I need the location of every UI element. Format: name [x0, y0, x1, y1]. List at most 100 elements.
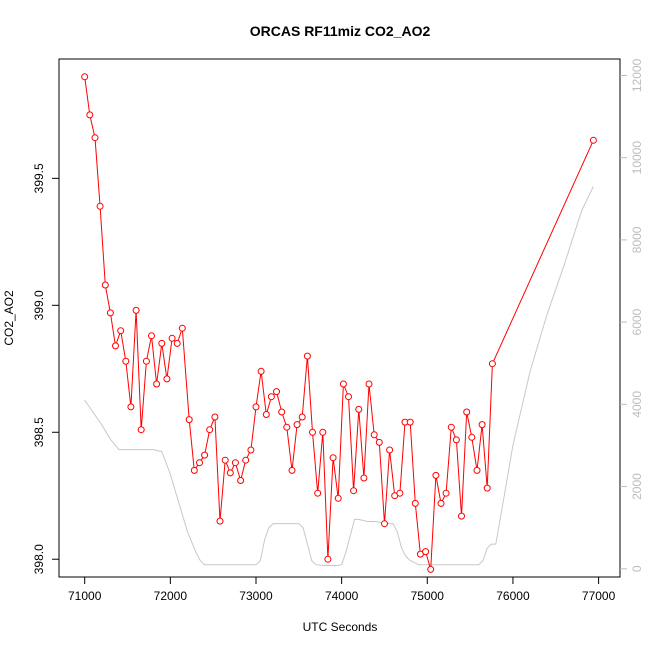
- co2-point: [91, 134, 99, 142]
- co2-point: [360, 474, 368, 482]
- x-tick-label: 77000: [582, 589, 616, 603]
- y2-tick-label: 6000: [630, 308, 644, 335]
- co2-point: [483, 484, 491, 492]
- co2-point: [452, 436, 460, 444]
- co2-point: [112, 342, 119, 350]
- y2-tick-label: 2000: [630, 473, 644, 500]
- y-tick-label: 398.0: [32, 544, 46, 574]
- co2-point: [201, 451, 209, 459]
- co2-point: [216, 517, 224, 525]
- x-tick-label: 76000: [496, 589, 530, 603]
- co2-point: [381, 520, 388, 528]
- y-tick-label: 398.5: [32, 417, 46, 447]
- y-axis-label: CO2_AO2: [2, 290, 16, 346]
- y2-tick-label: 0: [630, 565, 644, 572]
- co2-point: [117, 327, 125, 335]
- co2-point: [190, 466, 198, 474]
- co2-point: [137, 426, 145, 434]
- y2-tick-label: 8000: [630, 226, 644, 253]
- co2-point: [206, 426, 214, 434]
- co2-point: [237, 477, 245, 484]
- co2-point: [334, 494, 342, 502]
- co2-point: [247, 446, 255, 454]
- co2-point: [127, 403, 135, 411]
- y-tick-label: 399.5: [32, 163, 46, 193]
- co2-point: [86, 111, 94, 119]
- co2-point: [458, 512, 465, 520]
- co2-point: [437, 499, 445, 507]
- co2-point: [488, 360, 496, 368]
- co2-point: [278, 408, 286, 416]
- co2-point: [386, 446, 394, 454]
- co2-point: [148, 332, 155, 340]
- co2-point: [314, 489, 322, 497]
- co2-point: [257, 367, 265, 375]
- co2-point: [396, 489, 404, 497]
- co2-series: [81, 73, 597, 573]
- co2-point: [185, 416, 193, 424]
- co2-point: [478, 421, 486, 429]
- co2-point: [142, 357, 150, 365]
- axes-layer: 71000 72000 73000 74000 75000 76000 77000 398.0…: [32, 58, 644, 603]
- x-tick-label: 74000: [325, 589, 359, 603]
- co2-point: [422, 548, 430, 556]
- co2-point: [303, 352, 311, 360]
- y2-tick-label: 12000: [630, 58, 644, 92]
- y-tick-label: 399.0: [32, 290, 46, 320]
- co2-point: [375, 438, 383, 446]
- co2-point: [468, 433, 476, 441]
- chart-title: ORCAS RF11miz CO2_AO2: [250, 23, 431, 39]
- co2-point: [267, 393, 275, 401]
- x-tick-label: 73000: [239, 589, 273, 603]
- co2-point: [273, 388, 280, 396]
- altitude-line: [84, 186, 594, 566]
- co2-point: [106, 309, 114, 317]
- co2-point: [163, 375, 171, 383]
- co2-point: [81, 73, 89, 81]
- co2-point: [168, 334, 176, 342]
- co2-point: [132, 306, 140, 314]
- co2-point: [329, 454, 337, 462]
- co2-point: [473, 466, 481, 474]
- co2-point: [153, 380, 161, 388]
- co2-point: [406, 418, 414, 426]
- y2-tick-label: 10000: [630, 141, 644, 175]
- y2-tick-label: 4000: [630, 391, 644, 418]
- co2-point: [298, 413, 306, 421]
- co2-point: [158, 339, 166, 347]
- co2-point: [173, 339, 181, 347]
- x-tick-label: 75000: [411, 589, 445, 603]
- co2-point: [252, 403, 260, 411]
- co2-point: [319, 428, 327, 436]
- x-tick-label: 72000: [154, 589, 188, 603]
- co2-point: [411, 499, 419, 507]
- co2-point: [324, 555, 332, 563]
- co2-point: [226, 469, 234, 477]
- co2-point: [283, 423, 291, 431]
- co2-point: [242, 456, 250, 464]
- plot-frame: [58, 58, 621, 578]
- co2-point: [262, 411, 270, 418]
- co2-point: [345, 393, 352, 401]
- co2-point: [293, 421, 301, 429]
- co2-point: [365, 380, 373, 388]
- co2-point: [101, 281, 109, 289]
- co2-point: [211, 413, 219, 421]
- x-tick-label: 71000: [68, 589, 102, 603]
- co2-point: [122, 357, 130, 365]
- co2-point: [432, 471, 440, 479]
- co2-point: [447, 423, 455, 431]
- co2-point: [339, 380, 347, 388]
- co2-point: [221, 456, 229, 464]
- co2-point: [288, 466, 296, 474]
- co2-point: [370, 431, 378, 439]
- co2-point: [427, 565, 435, 573]
- co2-point: [178, 324, 186, 332]
- co2-point: [231, 459, 239, 467]
- co2-point: [355, 405, 363, 413]
- co2-point: [463, 408, 471, 416]
- co2-point: [442, 489, 450, 497]
- co2-point: [350, 487, 358, 495]
- co2-point: [196, 459, 203, 467]
